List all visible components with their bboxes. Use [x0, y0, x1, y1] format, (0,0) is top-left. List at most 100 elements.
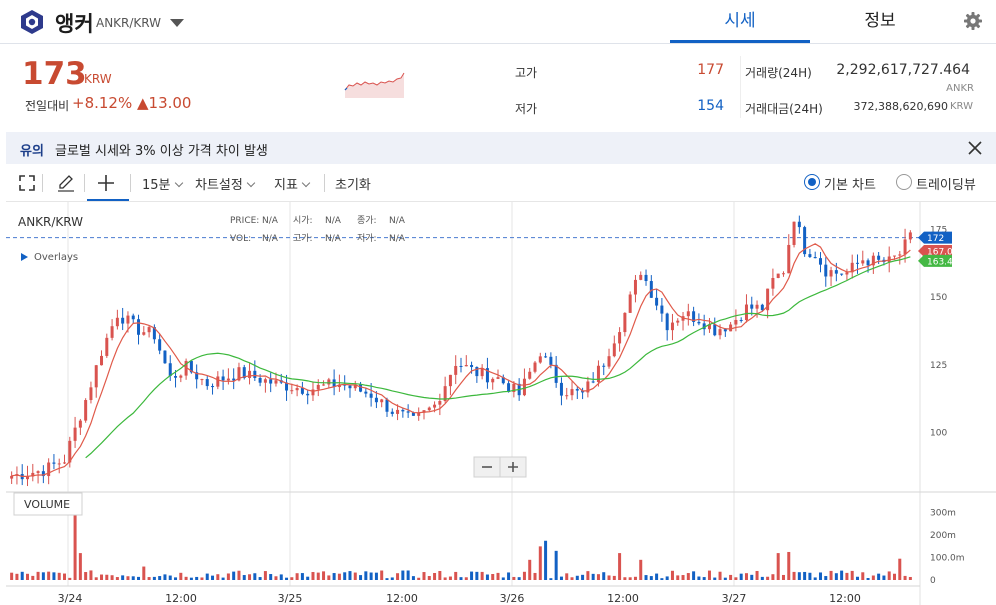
candle-body: [739, 319, 743, 321]
volume-bar: [729, 574, 733, 580]
candle-body: [311, 389, 315, 396]
candle-body: [374, 397, 378, 403]
candle-body: [253, 370, 257, 378]
candle-body: [68, 440, 72, 463]
volume-24h-value: 2,292,617,727.464: [836, 62, 970, 78]
volume-bar: [644, 575, 648, 580]
tab-info[interactable]: 정보: [864, 11, 896, 31]
chevron-down-icon: [246, 178, 256, 188]
candle-body: [263, 379, 267, 383]
close-info-value: N/A: [389, 216, 406, 226]
low-label: 저가: [515, 102, 538, 116]
volume-bar: [570, 577, 574, 580]
plus-icon: [508, 462, 518, 472]
candle-body: [824, 264, 828, 277]
volume-bar: [871, 575, 875, 580]
volume-bar: [290, 577, 294, 580]
volume-bar: [174, 577, 178, 580]
fullscreen-icon[interactable]: [18, 174, 36, 192]
candle-body: [670, 322, 674, 331]
volume-bar: [126, 576, 130, 580]
moving-average-long-line: [85, 256, 911, 459]
price-info-label: PRICE:: [230, 216, 259, 226]
pencil-icon[interactable]: [57, 174, 75, 192]
volume-bar: [908, 576, 912, 580]
volume-bar: [31, 575, 35, 580]
volume-bar: [533, 572, 537, 580]
volume-bar: [734, 577, 738, 580]
volume-bar: [718, 571, 722, 580]
volume-bar: [470, 571, 474, 580]
crosshair-icon[interactable]: [97, 174, 115, 192]
volume-bar: [411, 576, 415, 580]
candle-body: [396, 409, 400, 414]
candle-body: [443, 386, 447, 402]
volume-bar: [538, 546, 542, 580]
volume-bar: [475, 571, 479, 580]
candle-body: [216, 376, 220, 387]
candle-body: [623, 312, 627, 333]
volume-bar: [184, 576, 188, 580]
volume-bar: [692, 571, 696, 580]
volume-bar: [575, 575, 579, 580]
price-tick-label: 100: [930, 428, 947, 438]
amount-24h-unit: KRW: [950, 101, 973, 112]
volume-bar: [137, 576, 141, 580]
volume-bar: [829, 570, 833, 580]
candle-body: [686, 311, 690, 317]
candle-body: [52, 462, 56, 464]
indicator-dropdown[interactable]: 지표: [274, 174, 311, 193]
close-icon[interactable]: [966, 139, 984, 157]
view-basic-label[interactable]: 기본 차트: [824, 178, 876, 193]
candle-body: [522, 378, 526, 396]
reset-button[interactable]: 초기화: [335, 178, 371, 193]
chart-settings-dropdown[interactable]: 차트설정: [195, 174, 256, 193]
volume-bar: [327, 575, 331, 580]
candle-body: [26, 476, 30, 480]
close-info-label: 종가:: [357, 215, 377, 226]
volume-bar: [390, 577, 394, 580]
candle-body: [707, 324, 711, 330]
volume-bar: [771, 574, 775, 580]
vol-info-value: N/A: [262, 234, 279, 244]
gear-icon[interactable]: [963, 11, 983, 31]
time-axis-label: 12:00: [386, 592, 418, 605]
volume-bar: [274, 576, 278, 580]
candle-body: [417, 412, 421, 416]
volume-bar: [612, 575, 616, 580]
candle-body: [195, 372, 199, 380]
time-axis-label: 3/27: [722, 592, 747, 605]
volume-bar: [776, 553, 780, 580]
volume-bar: [670, 570, 674, 580]
view-trading-radio[interactable]: [896, 174, 912, 190]
volume-bar: [808, 572, 812, 580]
interval-dropdown[interactable]: 15분: [142, 174, 183, 193]
volume-bar: [168, 575, 172, 580]
candle-body: [100, 355, 104, 366]
view-basic-radio[interactable]: [804, 174, 820, 190]
candle-body: [47, 462, 51, 477]
candle-body: [63, 462, 67, 464]
view-trading-label[interactable]: 트레이딩뷰: [916, 178, 976, 193]
high-label: 고가: [515, 66, 538, 80]
volume-bar: [686, 573, 690, 580]
volume-bar: [205, 573, 209, 580]
volume-bar: [195, 576, 199, 580]
chart-settings-label: 차트설정: [195, 178, 243, 193]
high-value: 177: [697, 62, 724, 78]
overlays-toggle[interactable]: Overlays: [34, 252, 78, 263]
candle-body: [803, 227, 807, 255]
volume-bars: [10, 506, 912, 580]
coin-select-chevron-down-icon[interactable]: [170, 19, 184, 27]
candle-body: [205, 379, 209, 387]
volume-bar: [755, 570, 759, 580]
overlays-triangle-icon[interactable]: [21, 253, 28, 261]
tab-quote[interactable]: 시세: [670, 0, 810, 43]
candle-body: [744, 304, 748, 321]
candle-body: [887, 256, 891, 263]
volume-bar: [115, 577, 119, 580]
candle-body: [771, 278, 775, 289]
candle-body: [729, 324, 733, 332]
chart-grid: [67, 202, 735, 586]
